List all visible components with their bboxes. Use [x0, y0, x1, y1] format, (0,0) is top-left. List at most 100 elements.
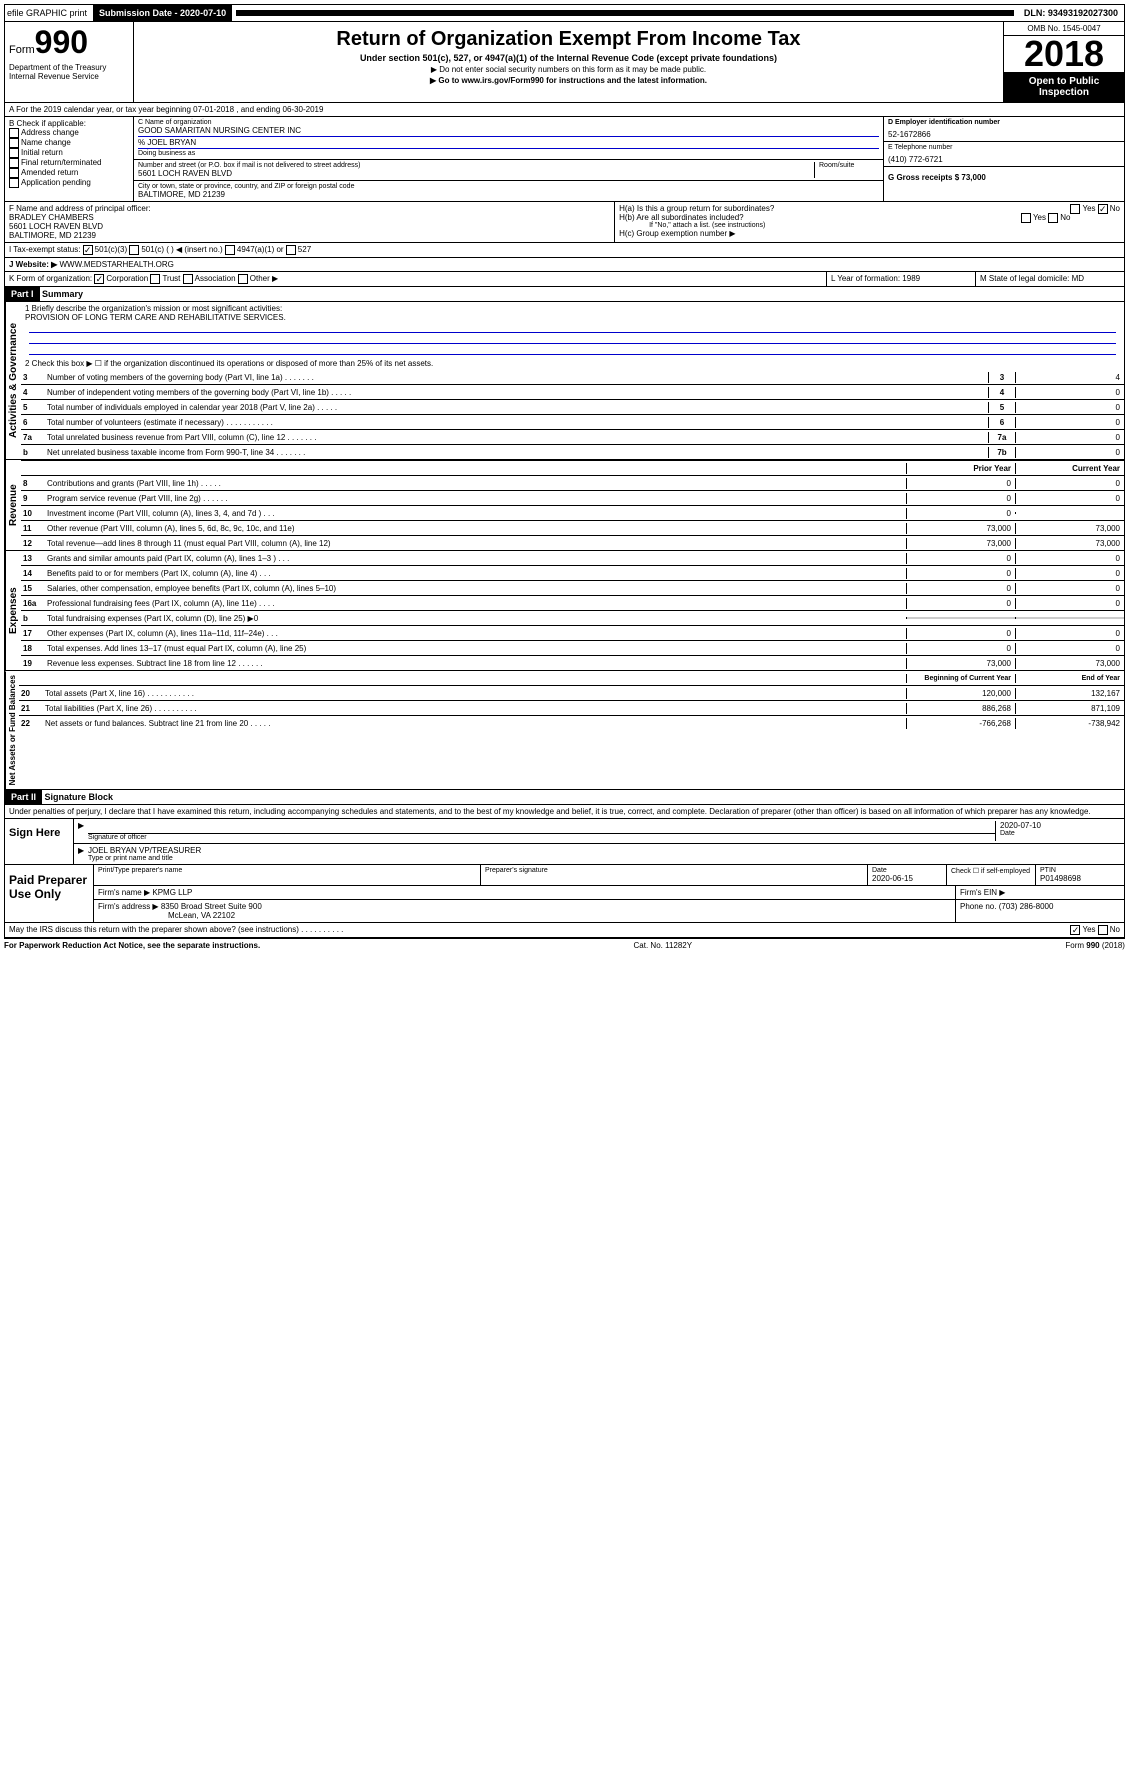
summary-line: bTotal fundraising expenses (Part IX, co…	[21, 611, 1124, 626]
firm-phone-label: Phone no.	[960, 902, 996, 911]
year-formation: L Year of formation: 1989	[827, 272, 976, 286]
dln: DLN: 93493192027300	[1018, 5, 1124, 21]
check-pending[interactable]: Application pending	[9, 178, 129, 188]
hb-label: H(b) Are all subordinates included? Yes …	[619, 213, 1120, 222]
year-box: OMB No. 1545-0047 2018 Open to Public In…	[1003, 22, 1124, 102]
vert-expenses: Expenses	[5, 551, 21, 670]
efile-label[interactable]: efile GRAPHIC print	[5, 5, 89, 21]
officer-addr2: BALTIMORE, MD 21239	[9, 231, 610, 240]
ein-label: D Employer identification number	[888, 119, 1120, 126]
check-527[interactable]	[286, 245, 296, 255]
state-domicile: M State of legal domicile: MD	[976, 272, 1124, 286]
summary-line: 9Program service revenue (Part VIII, lin…	[21, 491, 1124, 506]
part2-title: Signature Block	[45, 792, 114, 802]
firm-name: KPMG LLP	[152, 888, 192, 897]
org-name-label: C Name of organization	[138, 119, 879, 126]
discuss-row: May the IRS discuss this return with the…	[4, 923, 1125, 938]
footer-left: For Paperwork Reduction Act Notice, see …	[4, 941, 260, 950]
officer-label: F Name and address of principal officer:	[9, 204, 610, 213]
section-fh: F Name and address of principal officer:…	[4, 202, 1125, 243]
part1-badge: Part I	[5, 287, 40, 301]
check-4947[interactable]	[225, 245, 235, 255]
city-label: City or town, state or province, country…	[138, 183, 879, 190]
summary-line: 17Other expenses (Part IX, column (A), l…	[21, 626, 1124, 641]
check-self-employed[interactable]: Check ☐ if self-employed	[947, 865, 1036, 885]
section-a-tax-year: A For the 2019 calendar year, or tax yea…	[4, 103, 1125, 117]
dba-label: Doing business as	[138, 150, 879, 157]
check-address[interactable]: Address change	[9, 128, 129, 138]
check-initial[interactable]: Initial return	[9, 148, 129, 158]
check-name[interactable]: Name change	[9, 138, 129, 148]
perjury-text: Under penalties of perjury, I declare th…	[5, 805, 1124, 818]
street-address: 5601 LOCH RAVEN BLVD	[138, 169, 814, 178]
check-amended[interactable]: Amended return	[9, 168, 129, 178]
sig-date: 2020-07-10	[1000, 821, 1120, 830]
summary-line: 16aProfessional fundraising fees (Part I…	[21, 596, 1124, 611]
check-501c3[interactable]	[83, 245, 93, 255]
summary-line: 6Total number of volunteers (estimate if…	[21, 415, 1124, 430]
summary-line: 20Total assets (Part X, line 16) . . . .…	[19, 686, 1124, 701]
box-b: B Check if applicable: Address change Na…	[5, 117, 134, 201]
officer-name-title: JOEL BRYAN VP/TREASURER	[88, 846, 1120, 855]
summary-line: 19Revenue less expenses. Subtract line 1…	[21, 656, 1124, 670]
check-trust[interactable]	[150, 274, 160, 284]
prep-name-label: Print/Type preparer's name	[98, 867, 476, 874]
check-final[interactable]: Final return/terminated	[9, 158, 129, 168]
summary-line: 11Other revenue (Part VIII, column (A), …	[21, 521, 1124, 536]
summary-line: 3Number of voting members of the governi…	[21, 370, 1124, 385]
title-box: Return of Organization Exempt From Incom…	[134, 22, 1003, 102]
firm-addr-label: Firm's address ▶	[98, 902, 159, 911]
summary-line: 4Number of independent voting members of…	[21, 385, 1124, 400]
vert-governance: Activities & Governance	[5, 302, 21, 459]
discuss-no[interactable]	[1098, 925, 1108, 935]
ptin-value: P01498698	[1040, 874, 1120, 883]
form-header: Form990 Department of the Treasury Inter…	[4, 22, 1125, 103]
summary-line: 12Total revenue—add lines 8 through 11 (…	[21, 536, 1124, 550]
line1-mission: PROVISION OF LONG TERM CARE AND REHABILI…	[25, 313, 1120, 322]
section-j: J Website: ▶ WWW.MEDSTARHEALTH.ORG	[4, 258, 1125, 272]
form-number: Form990	[9, 24, 129, 61]
footer-right: Form 990 (2018)	[1065, 941, 1125, 950]
date-label: Date	[1000, 830, 1120, 837]
check-501c[interactable]	[129, 245, 139, 255]
city-state-zip: BALTIMORE, MD 21239	[138, 190, 879, 199]
hc-label: H(c) Group exemption number ▶	[619, 229, 1120, 238]
perjury-statement: Under penalties of perjury, I declare th…	[4, 805, 1125, 819]
footer: For Paperwork Reduction Act Notice, see …	[4, 938, 1125, 952]
website-value[interactable]: WWW.MEDSTARHEALTH.ORG	[59, 260, 173, 269]
summary-line: 10Investment income (Part VIII, column (…	[21, 506, 1124, 521]
form-prefix: Form	[9, 44, 35, 56]
tax-exempt-label: I Tax-exempt status:	[9, 245, 80, 254]
check-other[interactable]	[238, 274, 248, 284]
part1-title: Summary	[42, 289, 83, 299]
part2-badge: Part II	[5, 790, 42, 804]
box-c: C Name of organization GOOD SAMARITAN NU…	[134, 117, 884, 201]
summary-line: 15Salaries, other compensation, employee…	[21, 581, 1124, 596]
gross-receipts: G Gross receipts $ 73,000	[888, 173, 1120, 182]
addr-label: Number and street (or P.O. box if mail i…	[138, 162, 814, 169]
prep-date-label: Date	[872, 867, 942, 874]
submission-date[interactable]: Submission Date - 2020-07-10	[93, 5, 232, 21]
summary-line: 5Total number of individuals employed in…	[21, 400, 1124, 415]
check-corp[interactable]	[94, 274, 104, 284]
discuss-label: May the IRS discuss this return with the…	[9, 925, 343, 934]
box-h: H(a) Is this a group return for subordin…	[615, 202, 1124, 242]
firm-phone: (703) 286-8000	[999, 902, 1054, 911]
tax-year: 2018	[1004, 36, 1124, 72]
ein-value: 52-1672866	[888, 130, 1120, 139]
summary-line: 18Total expenses. Add lines 13–17 (must …	[21, 641, 1124, 656]
hb-note: If "No," attach a list. (see instruction…	[619, 222, 1120, 229]
form-990: 990	[35, 24, 88, 60]
form-org-label: K Form of organization:	[9, 274, 92, 283]
firm-name-label: Firm's name ▶	[98, 888, 150, 897]
section-i: I Tax-exempt status: 501(c)(3) 501(c) ( …	[4, 243, 1125, 258]
vert-netassets: Net Assets or Fund Balances	[5, 671, 19, 789]
arrow-icon	[78, 821, 88, 841]
officer-name: BRADLEY CHAMBERS	[9, 213, 610, 222]
check-assoc[interactable]	[183, 274, 193, 284]
discuss-yes[interactable]	[1070, 925, 1080, 935]
form-title: Return of Organization Exempt From Incom…	[138, 28, 999, 51]
governance-section: Activities & Governance 1 Briefly descri…	[4, 302, 1125, 460]
department: Department of the Treasury Internal Reve…	[9, 63, 129, 81]
section-bcd: B Check if applicable: Address change Na…	[4, 117, 1125, 202]
